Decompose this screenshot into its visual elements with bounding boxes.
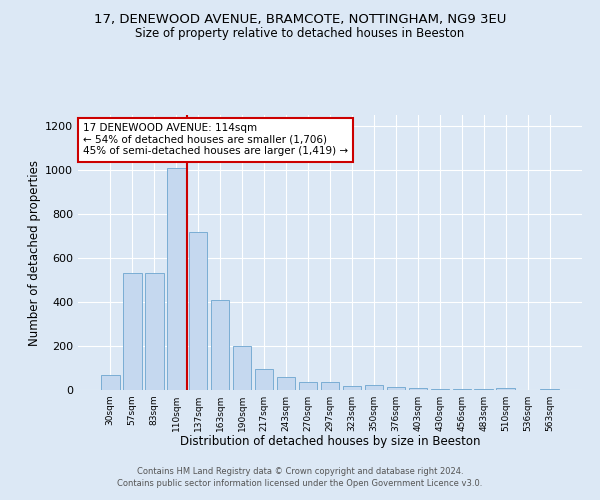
Bar	[233, 346, 251, 390]
Bar	[343, 386, 361, 390]
Bar	[101, 375, 119, 390]
Bar	[475, 389, 493, 390]
Bar	[496, 388, 515, 390]
Bar	[541, 389, 559, 390]
Bar	[452, 389, 471, 390]
Bar	[189, 232, 208, 390]
Bar	[167, 168, 185, 390]
Bar	[320, 382, 340, 390]
Bar	[299, 382, 317, 390]
Bar	[123, 274, 142, 390]
Bar	[409, 388, 427, 390]
Bar	[211, 300, 229, 390]
Bar	[145, 274, 164, 390]
Bar	[255, 369, 274, 390]
Bar	[277, 377, 295, 390]
Bar	[365, 385, 383, 390]
Text: Contains HM Land Registry data © Crown copyright and database right 2024.
Contai: Contains HM Land Registry data © Crown c…	[118, 466, 482, 487]
X-axis label: Distribution of detached houses by size in Beeston: Distribution of detached houses by size …	[180, 436, 480, 448]
Text: 17, DENEWOOD AVENUE, BRAMCOTE, NOTTINGHAM, NG9 3EU: 17, DENEWOOD AVENUE, BRAMCOTE, NOTTINGHA…	[94, 12, 506, 26]
Text: 17 DENEWOOD AVENUE: 114sqm
← 54% of detached houses are smaller (1,706)
45% of s: 17 DENEWOOD AVENUE: 114sqm ← 54% of deta…	[83, 123, 348, 156]
Bar	[431, 388, 449, 390]
Bar	[386, 386, 405, 390]
Y-axis label: Number of detached properties: Number of detached properties	[28, 160, 41, 346]
Text: Size of property relative to detached houses in Beeston: Size of property relative to detached ho…	[136, 28, 464, 40]
